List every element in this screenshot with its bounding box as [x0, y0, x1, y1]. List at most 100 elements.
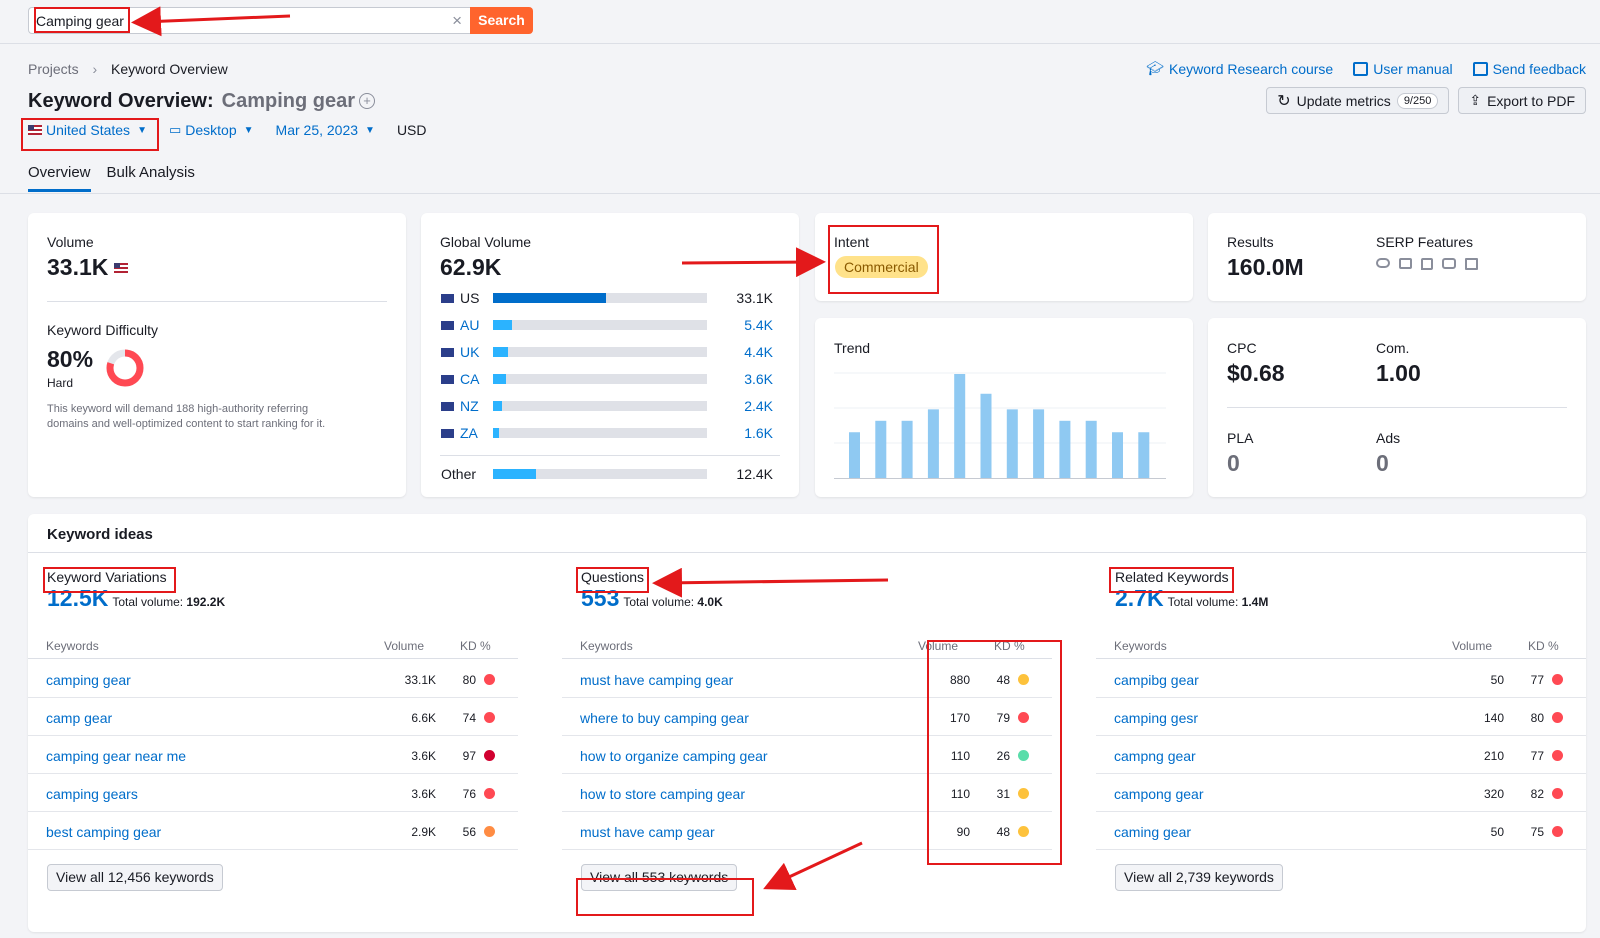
trend-bar[interactable]: [1006, 409, 1018, 478]
country-code-label: AU: [460, 317, 480, 333]
total-volume: Total volume: 4.0K: [623, 595, 722, 609]
keyword-link[interactable]: best camping gear: [46, 824, 162, 840]
volume-bar: [493, 320, 707, 330]
keyword-link[interactable]: camping gear: [46, 672, 131, 688]
ads-value: 0: [1376, 450, 1389, 476]
keyword-variations-count[interactable]: 12.5K: [47, 585, 109, 611]
trend-bar[interactable]: [1033, 409, 1045, 478]
keyword-variations-view-all-button[interactable]: View all 12,456 keywords: [47, 864, 223, 891]
clear-icon[interactable]: ×: [452, 11, 462, 30]
volume-bar: [493, 401, 707, 411]
tab-bulk-analysis[interactable]: Bulk Analysis: [106, 164, 195, 181]
total-volume-label: Total volume:: [623, 595, 695, 609]
table-row: camping gesr 140 80: [1096, 698, 1586, 736]
device-dropdown[interactable]: ▭ Desktop ▼: [169, 122, 254, 138]
keyword-link[interactable]: where to buy camping gear: [580, 710, 749, 726]
keyword-kd: 77: [1530, 673, 1544, 687]
related-keywords-count[interactable]: 2.7K: [1115, 585, 1164, 611]
trend-bar[interactable]: [1085, 420, 1097, 478]
keyword-kd: 80: [1530, 711, 1544, 725]
global-volume-row: CA 3.6K: [441, 369, 773, 389]
country-volume[interactable]: 2.4K: [744, 398, 773, 414]
trend-bar[interactable]: [875, 420, 887, 478]
add-circle-icon[interactable]: +: [358, 93, 375, 109]
country-volume[interactable]: 33.1K: [736, 290, 773, 306]
related-keywords-count-row: 2.7K Total volume: 1.4M: [1115, 585, 1268, 612]
trend-bar[interactable]: [1112, 432, 1123, 478]
country-code[interactable]: AU: [441, 317, 493, 333]
country-flag-icon: [441, 374, 454, 384]
keyword-link[interactable]: camping gear near me: [46, 748, 187, 764]
tab-overview[interactable]: Overview: [28, 164, 91, 192]
country-volume[interactable]: 1.6K: [744, 425, 773, 441]
export-pdf-button[interactable]: ⇪ Export to PDF: [1458, 87, 1586, 114]
column-header-volume[interactable]: Volume: [1452, 639, 1493, 653]
volume-bar-fill: [493, 293, 607, 303]
country-code[interactable]: CA: [441, 371, 493, 387]
country-code[interactable]: UK: [441, 344, 493, 360]
trend-bar[interactable]: [901, 420, 913, 478]
volume-bar: [493, 469, 707, 479]
keyword-variations-title[interactable]: Keyword Variations: [47, 569, 167, 585]
keyword-link[interactable]: campibg gear: [1114, 672, 1199, 688]
column-header-kd[interactable]: KD %: [1528, 639, 1559, 653]
divider: [1227, 407, 1567, 408]
keyword-link[interactable]: how to store camping gear: [580, 786, 745, 802]
search-button[interactable]: Search: [470, 7, 533, 34]
date-label: Mar 25, 2023: [275, 122, 359, 138]
column-header-kd[interactable]: KD %: [460, 639, 491, 653]
country-code[interactable]: ZA: [441, 425, 493, 441]
related-keywords-title[interactable]: Related Keywords: [1115, 569, 1229, 585]
country-volume[interactable]: 4.4K: [744, 344, 773, 360]
trend-bar[interactable]: [954, 374, 966, 478]
keyword-link[interactable]: caming gear: [1114, 824, 1192, 840]
search-input[interactable]: Camping gear ×: [28, 7, 470, 34]
keyword-link[interactable]: must have camping gear: [580, 672, 734, 688]
keyword-link[interactable]: camp gear: [46, 710, 113, 726]
country-code[interactable]: US: [441, 290, 493, 306]
chat-icon: [1472, 61, 1488, 76]
trend-bar[interactable]: [1059, 420, 1071, 478]
keyword-kd: 56: [462, 825, 476, 839]
country-dropdown[interactable]: United States ▼: [28, 122, 147, 138]
column-header-keywords[interactable]: Keywords: [580, 639, 633, 653]
user-manual-link[interactable]: User manual: [1353, 60, 1453, 77]
difficulty-note-line-2: domains and well-optimized content to st…: [47, 418, 326, 430]
country-volume: 12.4K: [736, 466, 773, 482]
page-title: Keyword Overview: Camping gear +: [28, 90, 375, 113]
update-metrics-button[interactable]: ↻ Update metrics 9/250: [1266, 87, 1450, 114]
column-header-keywords[interactable]: Keywords: [46, 639, 99, 653]
column-header-kd[interactable]: KD %: [994, 639, 1025, 653]
kd-indicator-icon: [1018, 750, 1029, 761]
keyword-link[interactable]: camping gesr: [1114, 710, 1199, 726]
keyword-link[interactable]: campng gear: [1114, 748, 1196, 764]
breadcrumb-projects[interactable]: Projects: [28, 61, 79, 77]
date-dropdown[interactable]: Mar 25, 2023 ▼: [276, 122, 375, 138]
send-feedback-link[interactable]: Send feedback: [1472, 60, 1586, 77]
keyword-link[interactable]: how to organize camping gear: [580, 748, 768, 764]
questions-view-all-button[interactable]: View all 553 keywords: [581, 864, 738, 891]
country-code[interactable]: NZ: [441, 398, 493, 414]
country-volume[interactable]: 5.4K: [744, 317, 773, 333]
keyword-link[interactable]: camping gears: [46, 786, 138, 802]
questions-count[interactable]: 553: [581, 585, 620, 611]
country-volume[interactable]: 3.6K: [744, 371, 773, 387]
total-volume-label: Total volume:: [1167, 595, 1239, 609]
keyword-research-course-link[interactable]: 🎓︎ Keyword Research course: [1146, 60, 1333, 77]
trend-bar[interactable]: [1138, 432, 1150, 478]
trend-bar[interactable]: [980, 393, 992, 478]
questions-title[interactable]: Questions: [581, 569, 645, 585]
related-keywords-view-all-button[interactable]: View all 2,739 keywords: [1115, 864, 1283, 891]
country-label: United States: [46, 122, 131, 138]
trend-bar[interactable]: [927, 409, 939, 478]
column-header-keywords[interactable]: Keywords: [1114, 639, 1167, 653]
column-header-volume[interactable]: Volume: [384, 639, 425, 653]
column-header-volume[interactable]: Volume: [918, 639, 959, 653]
intent-label: Intent: [834, 234, 870, 250]
table-row: campng gear 210 77: [1096, 736, 1586, 774]
keyword-link[interactable]: campong gear: [1114, 786, 1204, 802]
country-code-label: ZA: [460, 425, 478, 441]
keyword-link[interactable]: must have camp gear: [580, 824, 715, 840]
trend-bar[interactable]: [849, 432, 860, 478]
table-header: Keywords Volume KD %: [1096, 631, 1586, 659]
